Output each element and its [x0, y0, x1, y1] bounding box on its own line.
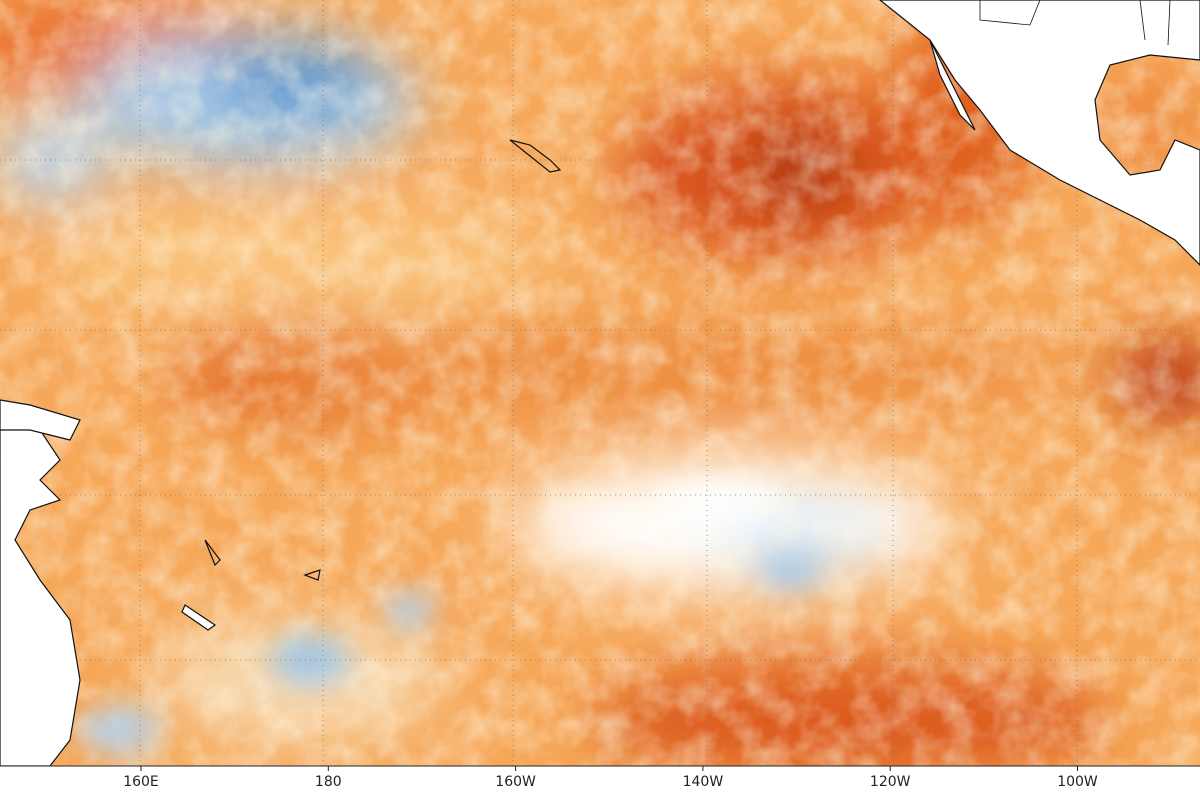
longitude-label: 160E: [123, 774, 159, 790]
longitude-label: 160W: [495, 774, 536, 790]
land: [0, 0, 1200, 766]
map-field: [0, 0, 1200, 766]
borders: [979, 0, 1171, 46]
cold-patches: [80, 480, 820, 755]
longitude-label: 100W: [1057, 774, 1098, 790]
longitude-label: 140W: [683, 774, 724, 790]
graticule: [0, 0, 1200, 766]
longitude-label: 180: [315, 774, 342, 790]
longitude-label: 120W: [870, 774, 911, 790]
x-axis-labels: 160E 180 160W 140W 120W 100W: [123, 766, 1098, 790]
